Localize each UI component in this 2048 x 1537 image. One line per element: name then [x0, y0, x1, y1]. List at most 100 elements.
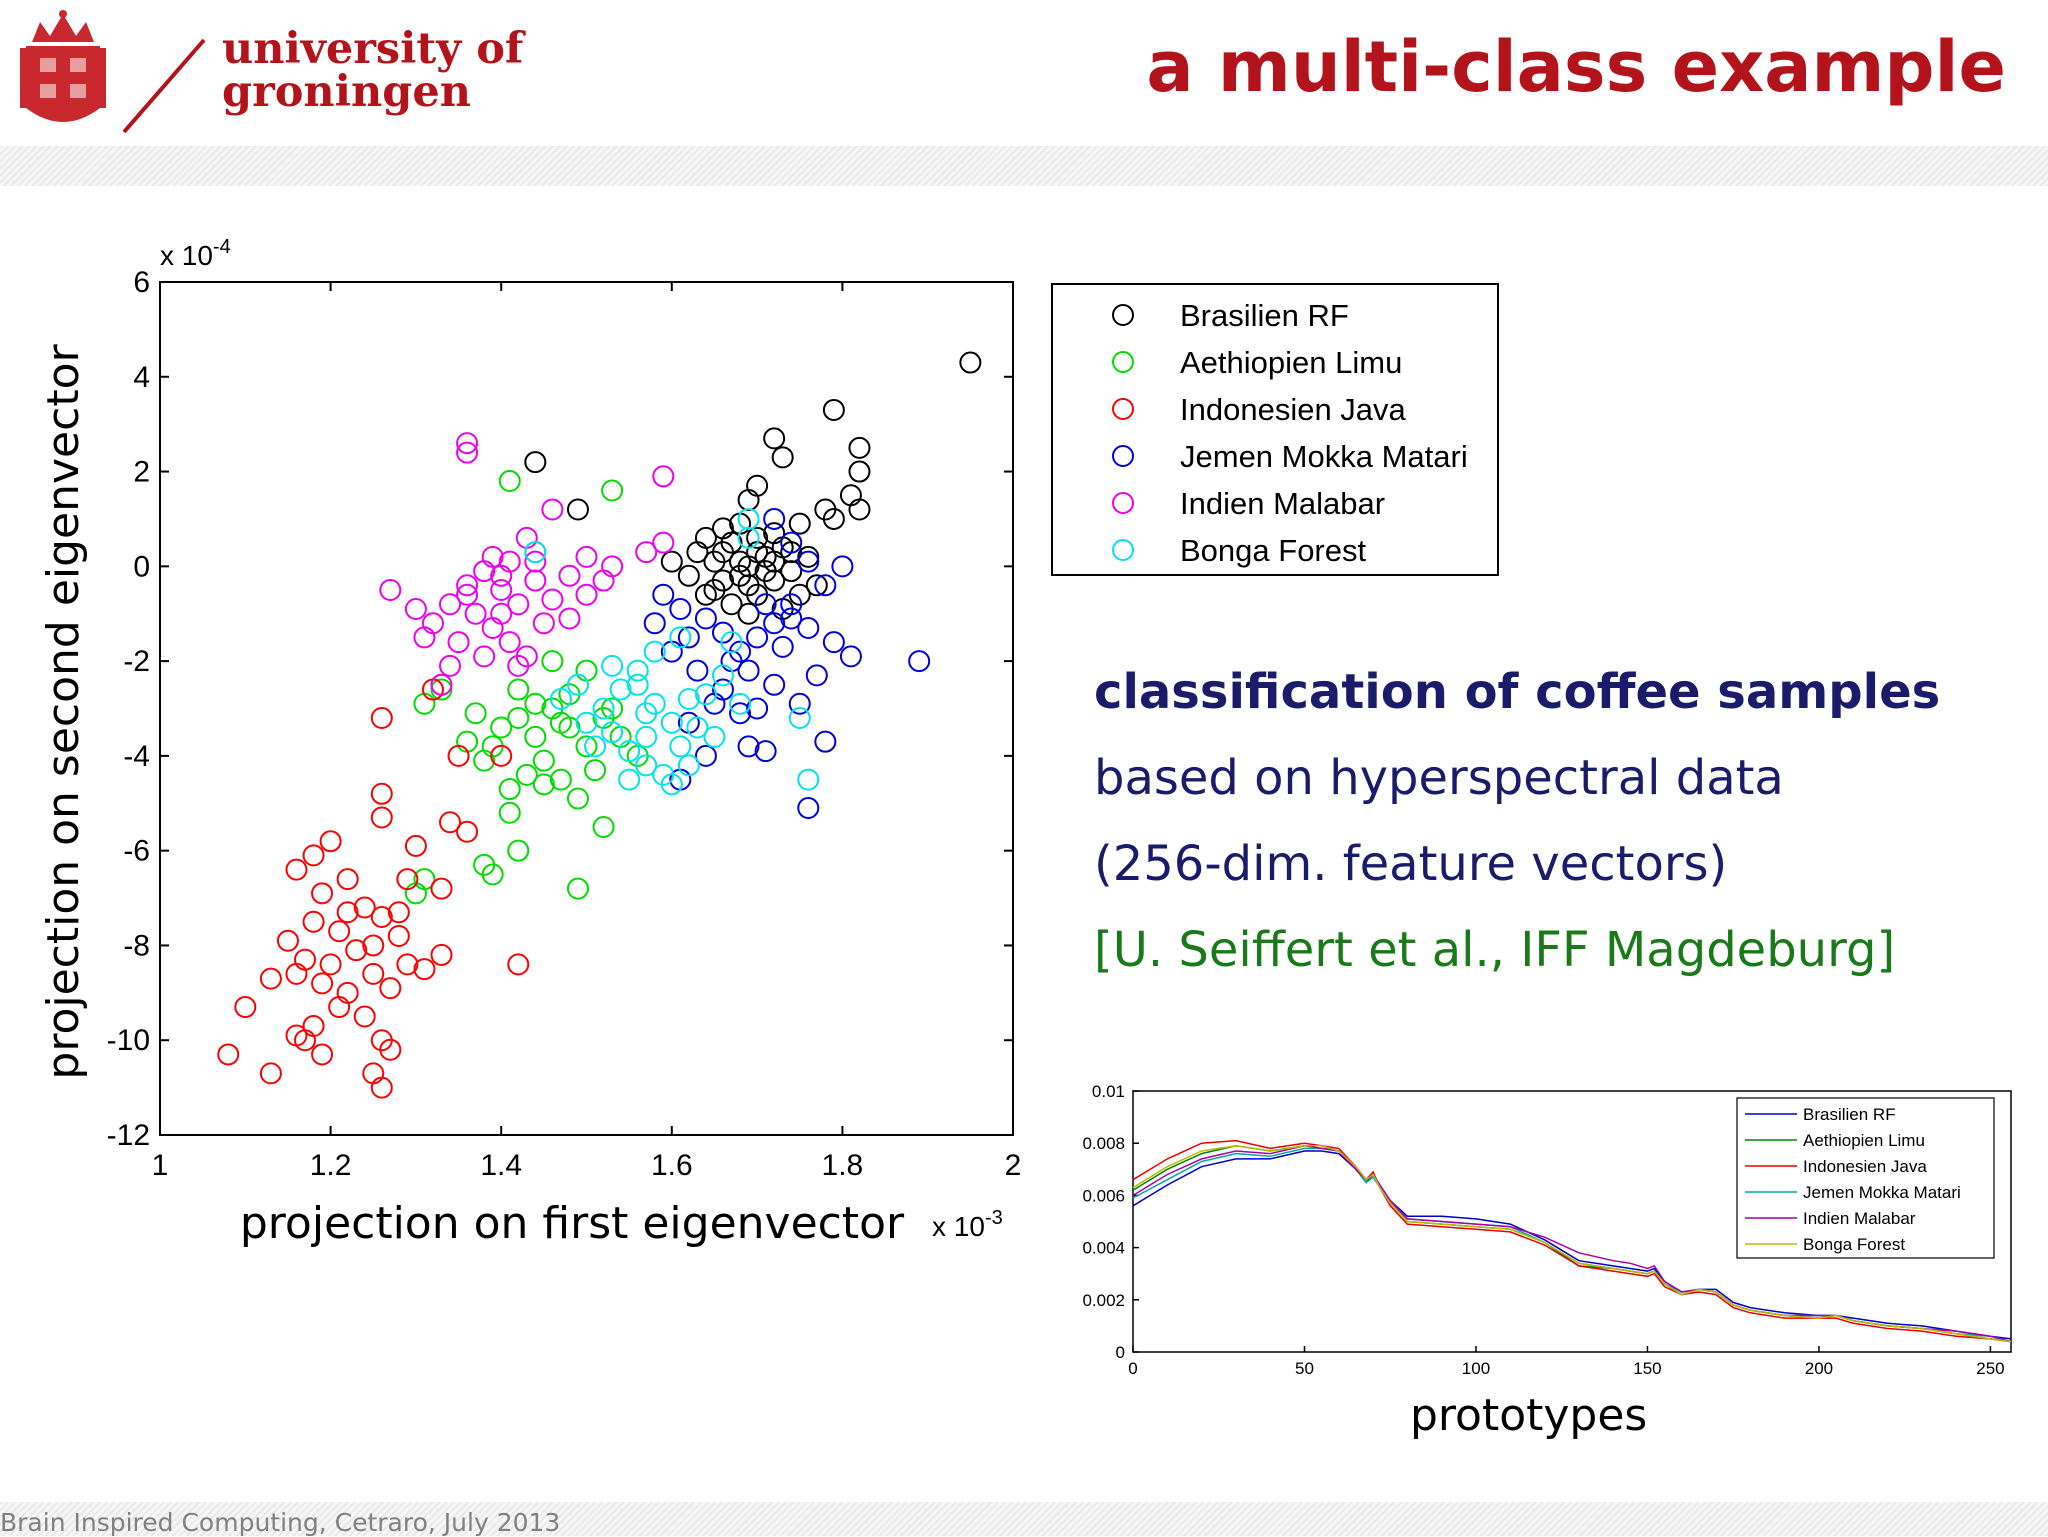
- scatter-point: [720, 593, 743, 616]
- scatter-point: [558, 607, 581, 630]
- scatter-point: [737, 507, 760, 530]
- scatter-point: [814, 498, 837, 521]
- scatter-point: [797, 768, 820, 791]
- scatter-point: [456, 574, 479, 597]
- legend-marker: [1112, 304, 1134, 326]
- footer-text: Brain Inspired Computing, Cetraro, July …: [0, 1508, 561, 1537]
- scatter-point: [575, 735, 598, 758]
- y-tick-label: -8: [123, 929, 150, 962]
- scatter-point: [532, 773, 555, 796]
- scatter-point: [439, 593, 462, 616]
- scatter-point: [379, 579, 402, 602]
- scatter-point: [490, 716, 513, 739]
- line-legend-label: Indonesien Java: [1803, 1157, 1927, 1176]
- scatter-point: [532, 749, 555, 772]
- scatter-point: [805, 664, 828, 687]
- scatter-point: [396, 953, 419, 976]
- line-legend-label: Aethiopien Limu: [1803, 1131, 1925, 1150]
- scatter-point: [336, 981, 359, 1004]
- scatter-point: [711, 541, 734, 564]
- scatter-point: [541, 650, 564, 673]
- x-tick-label: 1.2: [310, 1149, 352, 1182]
- scatter-point: [490, 744, 513, 767]
- scatter-point: [524, 550, 547, 573]
- scatter-point: [805, 574, 828, 597]
- scatter-point: [763, 550, 786, 573]
- scatter-point: [498, 778, 521, 801]
- x-tick-label: 1.8: [822, 1149, 864, 1182]
- scatter-point: [626, 673, 649, 696]
- scatter-point: [387, 924, 410, 947]
- scatter-point: [524, 451, 547, 474]
- scatter-point: [822, 398, 845, 421]
- scatter-point: [387, 901, 410, 924]
- scatter-point: [336, 868, 359, 891]
- scatter-legend: Brasilien RF Aethiopien Limu Indonesien Ja…: [1051, 283, 1499, 576]
- y-tick-label: -12: [107, 1119, 150, 1152]
- scatter-point: [566, 673, 589, 696]
- scatter-point: [677, 564, 700, 587]
- scatter-point: [319, 953, 342, 976]
- y-tick-label: 2: [133, 456, 150, 489]
- scatter-point: [831, 555, 854, 578]
- scatter-point: [362, 962, 385, 985]
- scatter-point: [694, 526, 717, 549]
- footer-band: [0, 1502, 2048, 1536]
- description-line-2: based on hyperspectral data: [1094, 750, 1784, 806]
- university-crest-logo: [20, 10, 106, 122]
- scatter-point: [353, 896, 376, 919]
- scatter-point: [413, 958, 436, 981]
- scatter-point: [763, 507, 786, 530]
- scatter-point: [566, 498, 589, 521]
- scatter-point: [259, 967, 282, 990]
- scatter-point: [814, 730, 837, 753]
- slide-title: a multi-class example: [1146, 26, 2006, 108]
- scatter-point: [345, 939, 368, 962]
- scatter-point: [490, 564, 513, 587]
- scatter-point: [549, 688, 572, 711]
- scatter-point: [336, 901, 359, 924]
- line-y-tick-label: 0.006: [1082, 1186, 1125, 1205]
- y-tick-label: -10: [107, 1024, 150, 1057]
- scatter-point: [797, 616, 820, 639]
- scatter-point: [797, 797, 820, 820]
- line-x-tick-label: 0: [1128, 1359, 1137, 1378]
- scatter-point: [848, 436, 871, 459]
- scatter-x-axis-label: projection on first eigenvector: [240, 1198, 905, 1249]
- line-y-tick-label: 0: [1116, 1343, 1125, 1362]
- scatter-point: [694, 607, 717, 630]
- scatter-point: [592, 697, 615, 720]
- scatter-axes: 1 1.2 1.4 1.6 1.8 2 -12 -10 -8 -6 -4 -2 0 2 4 6: [107, 266, 1022, 1182]
- scatter-point: [507, 593, 530, 616]
- line-legend-label: Brasilien RF: [1803, 1105, 1896, 1124]
- scatter-point: [362, 934, 385, 957]
- scatter-point: [694, 683, 717, 706]
- scatter-point: [234, 996, 257, 1019]
- scatter-point: [601, 721, 624, 744]
- prototypes-line-chart: 0 50 100 150 200 250 0 0.002 0.004 0.006 0.008 0.01…: [1082, 1082, 2012, 1378]
- scatter-point: [464, 702, 487, 725]
- line-chart-axes: 0 50 100 150 200 250 0 0.002 0.004 0.006 0.008 0.01: [1082, 1082, 2012, 1378]
- scatter-point: [379, 1038, 402, 1061]
- x-tick-label: 1: [152, 1149, 169, 1182]
- scatter-point: [737, 659, 760, 682]
- scatter-point: [481, 616, 504, 639]
- scatter-point: [404, 834, 427, 857]
- scatter-point: [720, 631, 743, 654]
- scatter-point: [439, 654, 462, 677]
- line-y-tick-label: 0.008: [1082, 1134, 1125, 1153]
- scatter-point: [456, 730, 479, 753]
- scatter-point: [473, 645, 496, 668]
- scatter-point: [217, 1043, 240, 1066]
- scatter-point: [558, 564, 581, 587]
- scatter-point: [464, 602, 487, 625]
- scatter-point: [302, 910, 325, 933]
- description-citation: [U. Seiffert et al., IFF Magdeburg]: [1094, 922, 1896, 978]
- scatter-point: [447, 631, 470, 654]
- line-legend-label: Jemen Mokka Matari: [1803, 1183, 1961, 1202]
- scatter-point: [370, 1076, 393, 1099]
- scatter-point: [584, 759, 607, 782]
- scatter-plot-frame: [159, 281, 1014, 1136]
- scatter-point: [797, 545, 820, 568]
